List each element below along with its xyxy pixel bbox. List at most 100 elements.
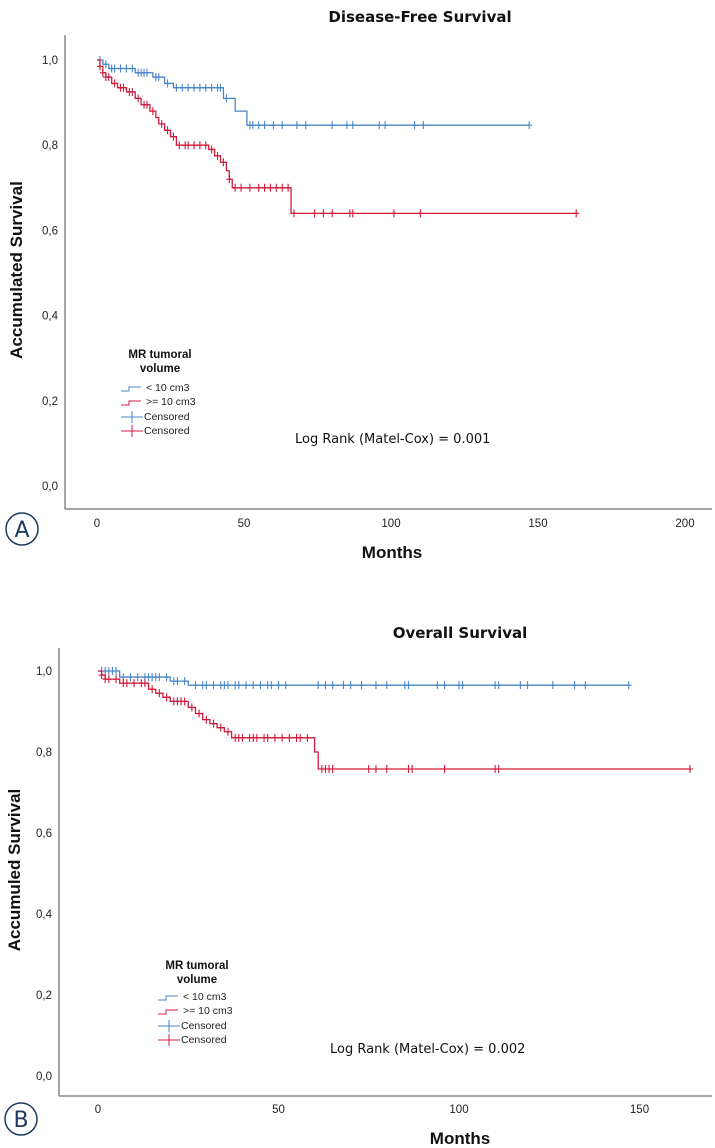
- censor-mark: [253, 733, 260, 742]
- x-tick-label: 100: [449, 1104, 468, 1116]
- censor-mark: [185, 83, 192, 92]
- censor-mark: [687, 765, 694, 774]
- legend-title-line-1: MR tumoral: [165, 960, 228, 972]
- censor-mark: [113, 675, 120, 684]
- x-tick-label: 150: [528, 518, 547, 530]
- censor-mark: [267, 183, 274, 192]
- censor-mark: [573, 209, 580, 218]
- y-tick-label: 0,4: [36, 909, 53, 921]
- censor-mark: [143, 100, 150, 109]
- log-rank-annotation: Log Rank (Matel-Cox) = 0.002: [330, 1042, 525, 1057]
- censor-mark: [279, 121, 286, 130]
- censor-mark: [210, 681, 217, 690]
- censor-mark: [286, 733, 293, 742]
- censor-mark: [405, 681, 412, 690]
- censor-mark: [517, 681, 524, 690]
- legend-swatch-censored-low: [158, 1020, 180, 1032]
- legend-label: Censored: [181, 1020, 227, 1032]
- censor-mark: [185, 141, 192, 150]
- censor-mark: [372, 681, 379, 690]
- censor-mark: [264, 733, 271, 742]
- y-tick-label: 0,8: [42, 140, 58, 152]
- legend-label: >= 10 cm3: [146, 396, 196, 408]
- censor-mark: [420, 121, 427, 130]
- censor-mark: [217, 723, 224, 732]
- survival-curve-lt-10cm3: [98, 670, 629, 686]
- y-tick-label: 0,0: [42, 481, 58, 493]
- x-tick-label: 150: [630, 1104, 649, 1116]
- censor-mark: [102, 60, 109, 69]
- censor-mark: [163, 673, 170, 682]
- censor-mark: [434, 681, 441, 690]
- censor-mark: [249, 121, 256, 130]
- censor-mark: [271, 733, 278, 742]
- censor-mark: [268, 681, 275, 690]
- censor-mark: [383, 765, 390, 774]
- censor-mark: [409, 765, 416, 774]
- legend-label: < 10 cm3: [183, 991, 227, 1003]
- y-axis-label: Accumulated Survival: [7, 181, 26, 359]
- censor-mark: [223, 94, 230, 103]
- censor-mark: [246, 183, 253, 192]
- censor-mark: [347, 681, 354, 690]
- censor-mark: [202, 83, 209, 92]
- censor-mark: [111, 79, 118, 88]
- censor-mark: [143, 68, 150, 77]
- censor-mark: [149, 107, 156, 116]
- censor-mark: [297, 733, 304, 742]
- censor-mark: [181, 697, 188, 706]
- y-tick-label: 1,0: [36, 666, 52, 678]
- censor-mark: [526, 121, 533, 130]
- censor-mark: [329, 681, 336, 690]
- censor-mark: [495, 765, 502, 774]
- censor-mark: [232, 183, 239, 192]
- censor-mark: [192, 681, 199, 690]
- censor-mark: [257, 681, 264, 690]
- censor-mark: [417, 209, 424, 218]
- censor-mark: [105, 73, 112, 82]
- censor-mark: [273, 183, 280, 192]
- censor-mark: [155, 73, 162, 82]
- panel-letter: A: [14, 518, 29, 543]
- censor-mark: [176, 141, 183, 150]
- x-axis-label: Months: [430, 1129, 490, 1148]
- censor-mark: [98, 671, 105, 680]
- censor-mark: [170, 132, 177, 141]
- censor-mark: [238, 183, 245, 192]
- y-tick-label: 0,2: [36, 990, 52, 1002]
- x-tick-label: 100: [381, 518, 400, 530]
- censor-mark: [349, 209, 356, 218]
- censor-mark: [214, 151, 221, 160]
- chart-panel-overall-survival: Overall Survival 0,0 0,2 0,4 0,6 0,8 1,0 0 50 1…: [4, 624, 712, 1148]
- censor-mark: [191, 83, 198, 92]
- censor-mark: [96, 62, 103, 71]
- censor-mark: [290, 209, 297, 218]
- censor-mark: [279, 183, 286, 192]
- censor-mark: [164, 79, 171, 88]
- censor-mark: [164, 126, 171, 135]
- censor-mark: [149, 685, 156, 694]
- legend-label: < 10 cm3: [146, 382, 190, 394]
- y-tick-label: 1,0: [42, 55, 58, 67]
- censor-mark: [123, 64, 130, 73]
- x-tick-label: 50: [272, 1104, 285, 1116]
- censor-mark: [571, 681, 578, 690]
- y-tick-label: 0,2: [42, 396, 58, 408]
- censor-mark: [173, 83, 180, 92]
- legend: MR tumoral volume < 10 cm3 >= 10 cm3 Cen…: [158, 960, 233, 1046]
- legend-swatch-censored-low: [121, 411, 143, 423]
- censor-mark: [304, 733, 311, 742]
- censor-mark: [224, 681, 231, 690]
- censor-mark: [224, 727, 231, 736]
- legend-title-line-1: MR tumoral: [128, 349, 191, 361]
- censor-mark: [372, 765, 379, 774]
- censor-mark: [329, 765, 336, 774]
- censor-mark: [293, 121, 300, 130]
- censor-mark: [285, 183, 292, 192]
- censor-mark: [549, 681, 556, 690]
- censor-mark: [376, 121, 383, 130]
- y-tick-label: 0,6: [42, 225, 58, 237]
- censor-mark: [203, 681, 210, 690]
- censor-mark: [158, 119, 165, 128]
